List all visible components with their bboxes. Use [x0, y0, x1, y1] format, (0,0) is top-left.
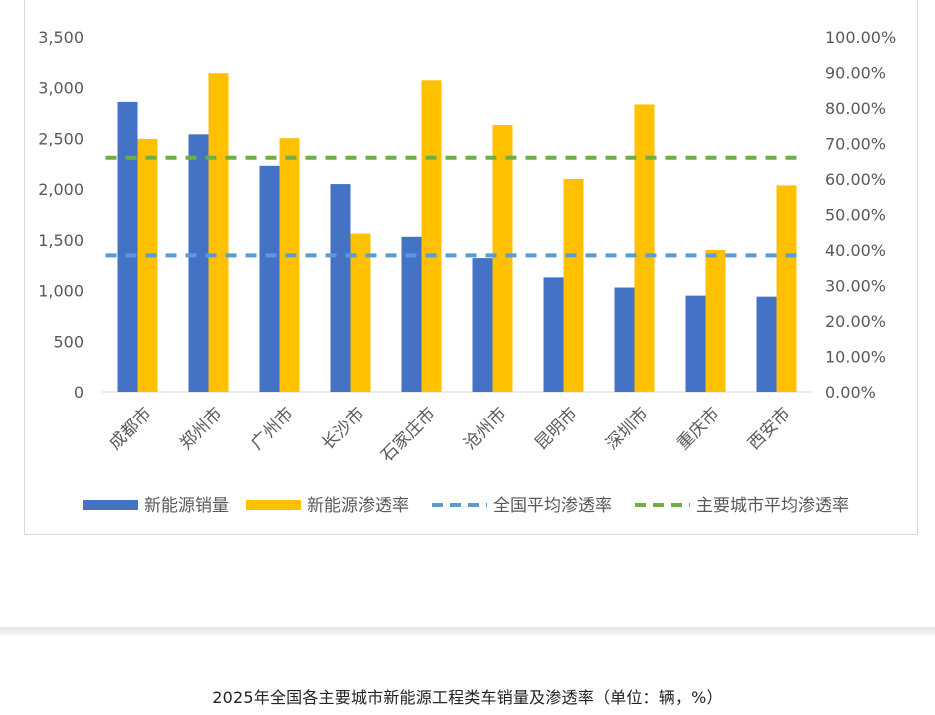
right-axis-tick-label: 50.00%: [825, 206, 886, 225]
bar-nev-penetration: [776, 185, 797, 392]
right-axis-tick-label: 100.00%: [825, 28, 896, 47]
right-axis-tick-label: 60.00%: [825, 170, 886, 189]
bar-nev-sales: [756, 296, 777, 392]
figure-caption: 2025年全国各主要城市新能源工程类车销量及渗透率（单位：辆，%）: [212, 688, 723, 707]
right-axis-tick-label: 0.00%: [825, 383, 876, 402]
bar-nev-penetration: [421, 80, 442, 392]
right-axis-tick-label: 30.00%: [825, 277, 886, 296]
legend-label: 主要城市平均渗透率: [696, 496, 849, 516]
x-axis-category-label: 重庆市: [673, 404, 723, 454]
right-axis-tick-label: 40.00%: [825, 241, 886, 260]
bar-nev-penetration: [208, 73, 229, 393]
x-axis-category-label: 西安市: [744, 404, 794, 454]
left-axis-tick-label: 1,500: [38, 231, 84, 250]
left-axis-tick-label: 1,000: [38, 282, 84, 301]
bar-nev-sales: [188, 134, 209, 392]
legend-label: 新能源渗透率: [307, 496, 409, 516]
bar-nev-sales: [614, 287, 635, 392]
section-divider: [0, 627, 935, 635]
legend-label: 全国平均渗透率: [493, 496, 612, 516]
bar-nev-penetration: [705, 250, 726, 392]
right-axis-tick-label: 20.00%: [825, 312, 886, 331]
combo-bar-line-chart: 0 500 1,000 1,500 2,000 2,500 3,000 3,500 0.00% 1…: [38, 28, 896, 516]
x-axis-category-label: 石家庄市: [377, 404, 439, 466]
x-axis-category-label: 昆明市: [531, 404, 581, 454]
bar-nev-penetration: [137, 138, 158, 392]
bar-nev-sales: [330, 184, 351, 392]
bar-nev-penetration: [563, 179, 584, 392]
x-axis-category-label: 郑州市: [176, 404, 226, 454]
bar-nev-penetration: [492, 125, 513, 392]
left-axis-tick-label: 500: [53, 332, 84, 351]
bar-nev-sales: [401, 236, 422, 392]
bar-nev-penetration: [350, 233, 371, 392]
chart-frame: [24, 0, 918, 535]
bar-nev-sales: [117, 101, 138, 393]
left-axis-tick-label: 0: [74, 383, 84, 402]
right-axis-tick-label: 80.00%: [825, 99, 886, 118]
bar-nev-penetration: [279, 138, 300, 392]
bar-nev-sales: [472, 258, 493, 392]
right-axis-tick-label: 70.00%: [825, 135, 886, 154]
legend-swatch-bar: [83, 500, 138, 510]
x-axis-category-label: 广州市: [247, 404, 297, 454]
x-axis-category-label: 深圳市: [602, 404, 652, 454]
left-axis-tick-label: 2,000: [38, 180, 84, 199]
left-axis-tick-label: 2,500: [38, 129, 84, 148]
right-axis-tick-label: 90.00%: [825, 64, 886, 83]
x-axis-category-label: 成都市: [105, 404, 155, 454]
bar-nev-sales: [259, 165, 280, 392]
legend-swatch-bar: [246, 500, 301, 510]
bar-nev-sales: [543, 277, 564, 392]
legend-label: 新能源销量: [144, 496, 229, 516]
right-axis-tick-label: 10.00%: [825, 348, 886, 367]
bar-nev-sales: [685, 295, 706, 392]
x-axis-category-label: 长沙市: [318, 404, 368, 454]
x-axis-category-label: 沧州市: [460, 404, 510, 454]
left-axis-tick-label: 3,500: [38, 28, 84, 47]
bar-nev-penetration: [634, 104, 655, 392]
left-axis-tick-label: 3,000: [38, 79, 84, 98]
